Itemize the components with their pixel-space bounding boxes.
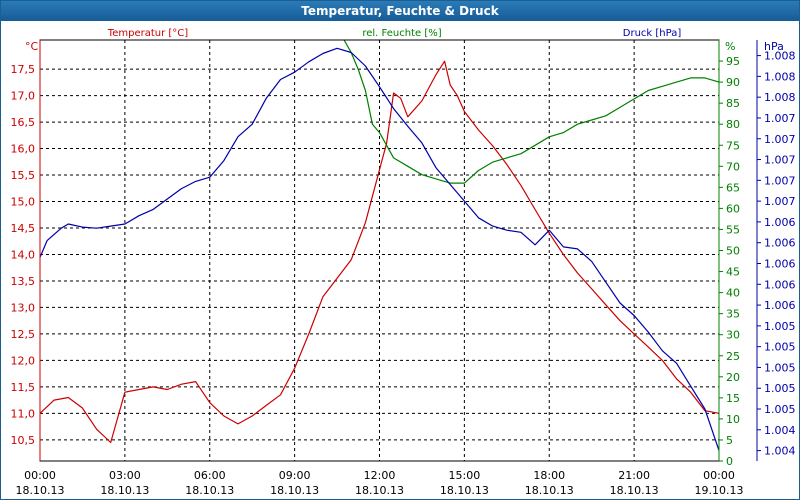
mid-tick-label: 20: [726, 371, 740, 384]
x-tick-time: 09:00: [279, 469, 311, 482]
x-tick-time: 03:00: [109, 469, 141, 482]
x-tick-date: 19.10.13: [695, 484, 744, 497]
right-tick-label: 1.008: [764, 70, 796, 83]
mid-tick-label: 75: [726, 139, 740, 152]
right-tick-label: 1.005: [764, 320, 796, 333]
right-tick-label: 1.008: [764, 50, 796, 63]
mid-tick-label: 45: [726, 266, 740, 279]
x-tick-date: 18.10.13: [16, 484, 65, 497]
right-tick-label: 1.005: [764, 361, 796, 374]
left-tick-label: 11,0: [11, 407, 36, 420]
mid-tick-label: 85: [726, 97, 740, 110]
left-tick-label: 14,0: [11, 248, 36, 261]
series-line-mid: [343, 39, 720, 184]
left-tick-label: 12,5: [11, 328, 36, 341]
x-tick-time: 00:00: [703, 469, 735, 482]
mid-tick-label: 80: [726, 118, 740, 131]
x-tick-time: 21:00: [618, 469, 650, 482]
mid-tick-label: 30: [726, 329, 740, 342]
right-tick-label: 1.006: [764, 237, 796, 250]
left-tick-label: 16,5: [11, 116, 36, 129]
window-title: Temperatur, Feuchte & Druck: [1, 1, 799, 21]
left-tick-label: 10,5: [11, 434, 36, 447]
mid-tick-label: 65: [726, 181, 740, 194]
x-tick-date: 18.10.13: [525, 484, 574, 497]
x-tick-date: 18.10.13: [185, 484, 234, 497]
right-tick-label: 1.006: [764, 278, 796, 291]
x-tick-date: 18.10.13: [270, 484, 319, 497]
x-tick-time: 12:00: [364, 469, 396, 482]
left-tick-label: 13,0: [11, 301, 36, 314]
right-tick-label: 1.006: [764, 257, 796, 270]
right-tick-label: 1.005: [764, 403, 796, 416]
mid-tick-label: 5: [726, 434, 733, 447]
right-tick-label: 1.008: [764, 91, 796, 104]
x-tick-date: 18.10.13: [100, 484, 149, 497]
left-tick-label: 15,5: [11, 169, 36, 182]
mid-tick-label: 95: [726, 55, 740, 68]
right-tick-label: 1.006: [764, 299, 796, 312]
axes: 00:00 18.10.13 03:00 18.10.13 06:00 18.10.13 0…: [11, 39, 796, 497]
left-tick-label: 12,0: [11, 354, 36, 367]
mid-tick-label: 50: [726, 245, 740, 258]
mid-tick-label: 90: [726, 76, 740, 89]
left-axis-unit: °C: [25, 40, 39, 53]
left-axis-title: Temperatur [°C]: [107, 28, 188, 39]
x-tick-time: 18:00: [533, 469, 565, 482]
right-tick-label: 1.007: [764, 195, 796, 208]
x-tick-time: 15:00: [449, 469, 481, 482]
mid-tick-label: 0: [726, 455, 733, 468]
right-tick-label: 1.004: [764, 445, 796, 458]
right-axis-unit: hPa: [764, 40, 784, 53]
right-axis-title: Druck [hPa]: [623, 28, 682, 39]
series-line-left: [39, 60, 720, 444]
mid-tick-label: 40: [726, 287, 740, 300]
mid-tick-label: 70: [726, 160, 740, 173]
x-tick-time: 06:00: [194, 469, 226, 482]
x-tick-date: 18.10.13: [355, 484, 404, 497]
right-tick-label: 1.006: [764, 216, 796, 229]
right-tick-label: 1.007: [764, 174, 796, 187]
x-tick-date: 18.10.13: [440, 484, 489, 497]
mid-tick-label: 15: [726, 392, 740, 405]
mid-tick-label: 10: [726, 413, 740, 426]
right-tick-label: 1.007: [764, 154, 796, 167]
left-tick-label: 17,5: [11, 63, 36, 76]
series-lines: [39, 39, 720, 451]
left-tick-label: 13,5: [11, 275, 36, 288]
mid-tick-label: 55: [726, 223, 740, 236]
x-tick-time: 00:00: [24, 469, 56, 482]
left-tick-label: 16,0: [11, 143, 36, 156]
mid-tick-label: 25: [726, 350, 740, 363]
left-tick-label: 11,5: [11, 381, 36, 394]
right-tick-label: 1.005: [764, 382, 796, 395]
axis-labels: °C Temperatur [°C] rel. Feuchte [%] % Dr…: [25, 28, 784, 53]
left-tick-label: 14,5: [11, 222, 36, 235]
right-tick-label: 1.007: [764, 112, 796, 125]
mid-tick-label: 60: [726, 202, 740, 215]
left-tick-label: 15,0: [11, 196, 36, 209]
right-tick-label: 1.007: [764, 133, 796, 146]
mid-tick-label: 35: [726, 308, 740, 321]
x-tick-date: 18.10.13: [610, 484, 659, 497]
right-tick-label: 1.004: [764, 424, 796, 437]
mid-axis-unit: %: [725, 40, 735, 53]
series-line-right: [39, 47, 720, 451]
right-tick-label: 1.005: [764, 341, 796, 354]
mid-axis-title: rel. Feuchte [%]: [362, 28, 441, 39]
left-tick-label: 17,0: [11, 90, 36, 103]
grid: [40, 40, 719, 461]
